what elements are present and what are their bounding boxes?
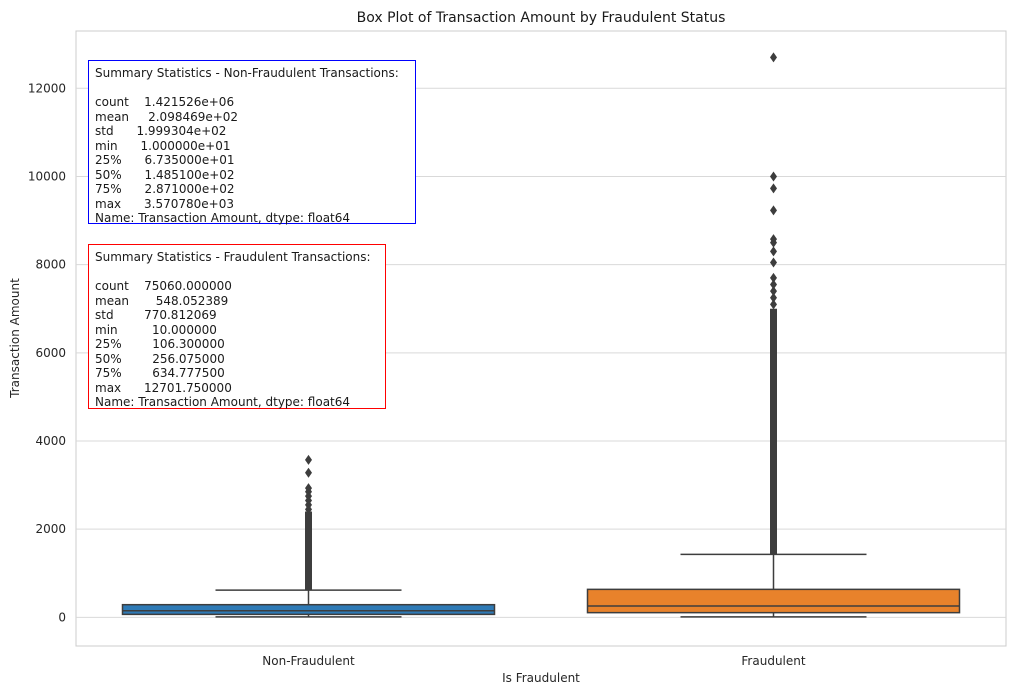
summary-box-non-fraudulent: Summary Statistics - Non-Fraudulent Tran… <box>88 60 416 226</box>
y-tick-label: 8000 <box>35 258 66 272</box>
outlier-point <box>305 454 312 465</box>
summary-line: count 1.421526e+06 <box>95 95 235 109</box>
summary-line: 75% 634.777500 <box>95 366 225 380</box>
summary-line: mean 548.052389 <box>95 293 229 308</box>
box-fraudulent <box>586 52 961 618</box>
box-non-fraudulent <box>121 454 496 618</box>
plot-area: 0 2000 4000 6000 8000 10000 12000 Non-Fraudule… <box>28 30 1007 668</box>
outlier-point <box>770 272 777 283</box>
outlier-point <box>305 467 312 478</box>
y-tick-labels: 0 2000 4000 6000 8000 10000 12000 <box>28 81 66 624</box>
summary-line: count 75060.000000 <box>95 279 232 293</box>
outlier-point <box>770 52 777 63</box>
summary-lines-fraudulent: count 75060.000000 mean 548.052389 std 770… <box>95 279 379 410</box>
outlier-point <box>770 299 777 310</box>
y-tick-label: 2000 <box>35 522 66 536</box>
y-tick-label: 0 <box>58 610 66 624</box>
outlier-point <box>770 246 777 257</box>
x-tick-labels: Non-Fraudulent Fraudulent <box>262 654 806 668</box>
outlier-point <box>770 257 777 268</box>
iqr-box <box>121 603 496 616</box>
y-tick-label: 6000 <box>35 346 66 360</box>
outlier-point <box>770 292 777 303</box>
plot-frame <box>75 30 1007 647</box>
box-series <box>121 52 961 618</box>
outlier-point <box>770 279 777 290</box>
summary-line: Name: Transaction Amount, dtype: float64 <box>95 395 351 409</box>
outlier-point <box>770 286 777 297</box>
outlier-point <box>770 234 777 245</box>
chart-title: Box Plot of Transaction Amount by Fraudu… <box>357 10 726 26</box>
y-axis-label: Transaction Amount <box>8 278 22 399</box>
summary-title-non-fraudulent: Summary Statistics - Non-Fraudulent Tran… <box>95 66 399 80</box>
iqr-box <box>586 588 961 614</box>
x-tick-label: Fraudulent <box>741 654 805 668</box>
summary-line: mean 2.098469e+02 <box>95 109 239 124</box>
summary-line: 25% 106.300000 <box>95 337 225 351</box>
summary-line: 75% 2.871000e+02 <box>95 182 235 196</box>
y-tick-label: 10000 <box>28 169 66 183</box>
summary-line: 50% 256.075000 <box>95 351 225 366</box>
outlier-cluster <box>770 308 777 555</box>
outlier-point <box>770 171 777 182</box>
outlier-point <box>770 183 777 194</box>
x-tick-label: Non-Fraudulent <box>262 654 355 668</box>
x-axis-label: Is Fraudulent <box>502 671 580 685</box>
summary-line: max 12701.750000 <box>95 380 232 395</box>
summary-line: min 10.000000 <box>95 322 217 337</box>
y-tick-label: 4000 <box>35 434 66 448</box>
summary-line: Name: Transaction Amount, dtype: float64 <box>95 211 351 225</box>
summary-lines-non-fraudulent: count 1.421526e+06 mean 2.098469e+02 std 1… <box>95 95 409 226</box>
outlier-point <box>770 205 777 216</box>
outlier-cluster <box>305 511 312 591</box>
summary-line: 50% 1.485100e+02 <box>95 167 235 182</box>
summary-line: std 1.999304e+02 <box>95 124 227 138</box>
summary-line: 25% 6.735000e+01 <box>95 153 235 167</box>
outlier-point <box>305 483 312 494</box>
summary-line: min 1.000000e+01 <box>95 138 231 153</box>
summary-box-fraudulent: Summary Statistics - Fraudulent Transact… <box>88 244 386 409</box>
y-tick-label: 12000 <box>28 81 66 95</box>
summary-line: std 770.812069 <box>95 308 217 322</box>
summary-title-fraudulent: Summary Statistics - Fraudulent Transact… <box>95 250 371 264</box>
summary-line: max 3.570780e+03 <box>95 196 234 211</box>
